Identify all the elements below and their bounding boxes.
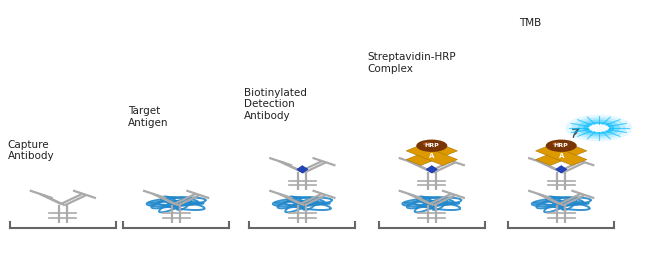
Text: HRP: HRP [424, 143, 439, 148]
Polygon shape [297, 166, 308, 173]
Circle shape [571, 117, 626, 139]
Text: A: A [558, 153, 564, 159]
Text: Target
Antigen: Target Antigen [127, 106, 168, 128]
Polygon shape [536, 145, 587, 165]
Text: Capture
Antibody: Capture Antibody [8, 140, 55, 161]
Polygon shape [536, 145, 587, 165]
Circle shape [552, 142, 561, 146]
Circle shape [588, 124, 609, 132]
Text: Biotinylated
Detection
Antibody: Biotinylated Detection Antibody [244, 88, 307, 121]
Polygon shape [556, 166, 567, 173]
Text: TMB: TMB [519, 18, 541, 28]
Circle shape [577, 120, 620, 136]
Text: A: A [429, 153, 434, 159]
Circle shape [422, 142, 432, 146]
Polygon shape [406, 145, 458, 165]
Circle shape [583, 122, 614, 134]
Text: Streptavidin-HRP
Complex: Streptavidin-HRP Complex [367, 52, 456, 74]
Text: HRP: HRP [554, 143, 569, 148]
Polygon shape [406, 145, 458, 165]
Circle shape [546, 140, 577, 152]
Circle shape [416, 140, 447, 152]
Circle shape [565, 115, 632, 141]
Polygon shape [426, 166, 437, 173]
